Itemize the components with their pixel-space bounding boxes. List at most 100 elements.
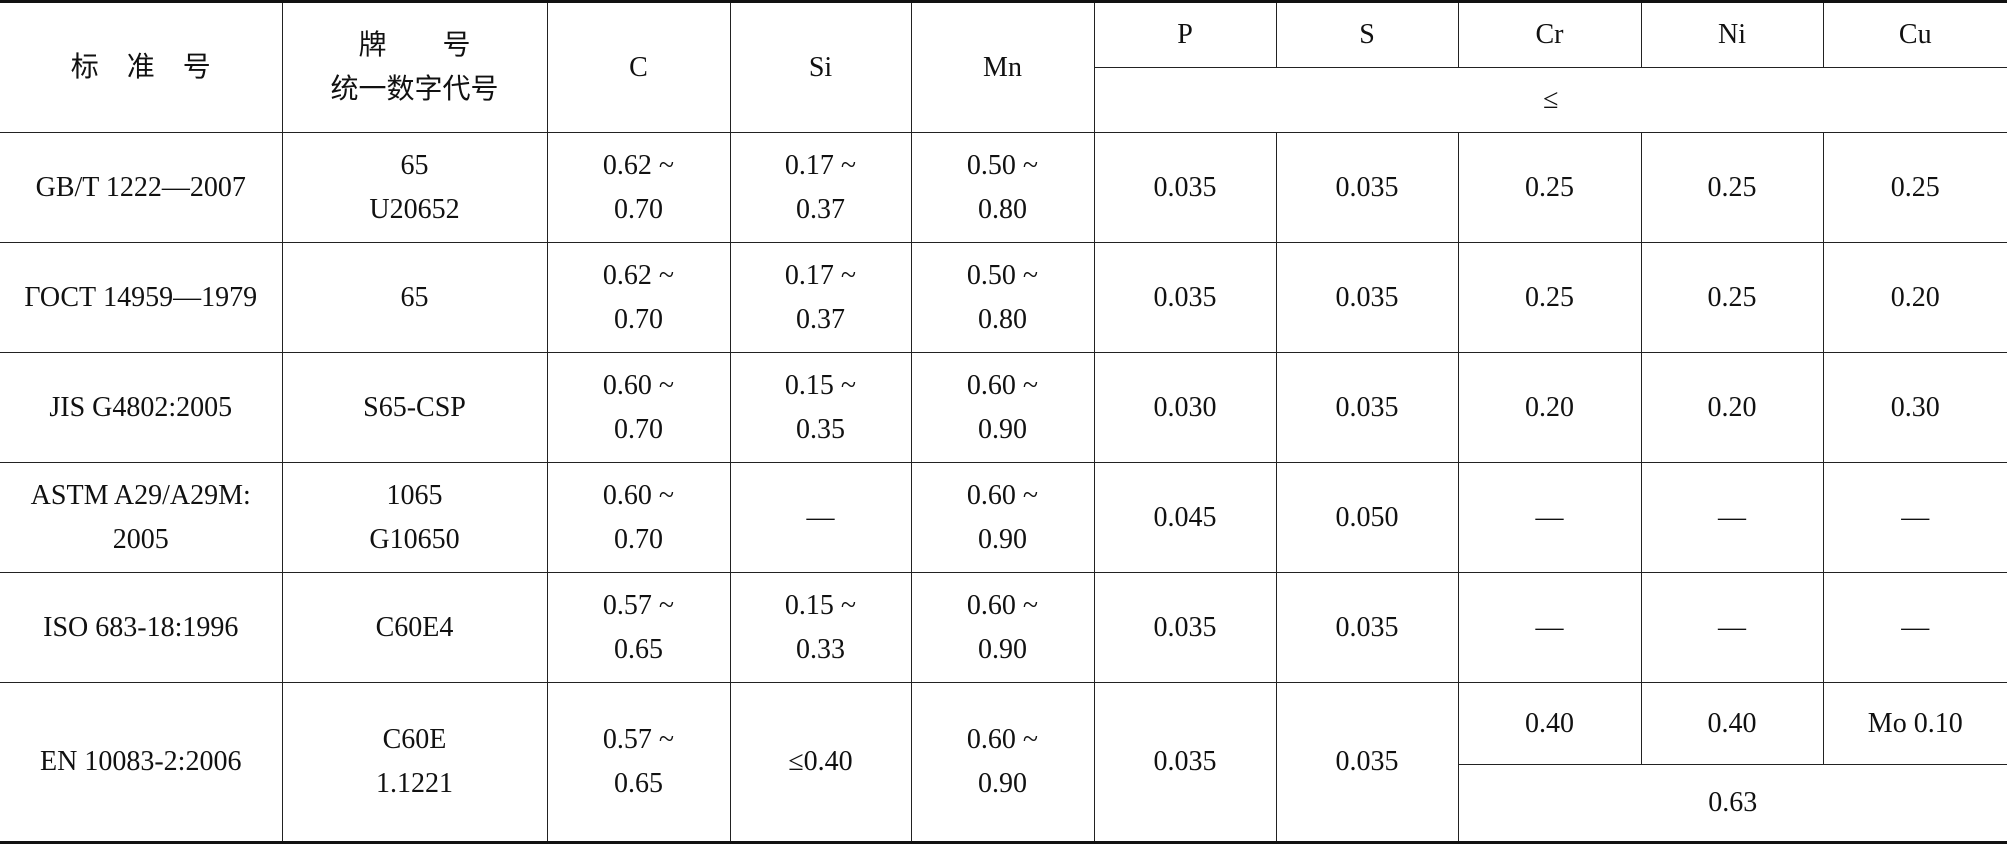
cell-line: 0.60 ~ [966, 589, 1039, 621]
value-cell: 0.60 ~ 0.90 [910, 572, 1095, 683]
cell-line: 0.030 [1153, 391, 1217, 423]
cell-line: 0.045 [1153, 501, 1217, 533]
cell-line: 0.035 [1335, 171, 1399, 203]
cell-line: 0.70 [614, 523, 663, 555]
cell-line: ≤0.40 [788, 746, 853, 777]
cell-line: GB/T 1222—2007 [35, 171, 246, 203]
value-cell: 0.035 [1275, 682, 1459, 843]
cell-line: 65 [400, 149, 429, 181]
cell-line: C60E4 [375, 611, 454, 643]
cell-line: EN 10083-2:2006 [40, 746, 242, 777]
cell-line: 0.035 [1153, 281, 1217, 313]
standard-cell: EN 10083-2:2006 [0, 682, 283, 843]
header-cell: P [1093, 1, 1277, 68]
value-cell: 0.035 [1275, 572, 1459, 683]
cell-line: ГОСТ 14959—1979 [24, 281, 258, 313]
cell-line: 0.25 [1890, 171, 1940, 203]
standard-cell: ASTM A29/A29M: 2005 [0, 462, 283, 573]
cell-line: 0.15 ~ [784, 369, 857, 401]
cell-line: 0.62 ~ [602, 149, 675, 181]
cell-line: 0.035 [1335, 611, 1399, 643]
cell-line: U20652 [369, 193, 460, 225]
cell-line: 0.20 [1890, 281, 1940, 313]
grade-cell: S65-CSP [281, 352, 548, 463]
header-cell: Cr [1457, 1, 1642, 68]
cell-line: — [1535, 501, 1564, 533]
cell-line: 牌 号 [358, 29, 471, 61]
value-cell: 0.50 ~ 0.80 [910, 242, 1095, 353]
value-cell: 0.035 [1093, 132, 1277, 243]
header-cell: ≤ [1094, 67, 2007, 133]
cell-line: 0.17 ~ [784, 149, 857, 181]
cell-line: 0.57 ~ [602, 589, 675, 621]
value-cell: Mo 0.10 [1822, 682, 2007, 765]
value-cell: 0.15 ~ 0.35 [729, 352, 912, 463]
cell-line: 65 [400, 281, 429, 313]
cell-line: 0.60 ~ [602, 479, 675, 511]
value-cell: 0.045 [1093, 462, 1277, 573]
cell-line: 0.035 [1153, 171, 1217, 203]
header-cell: Si [729, 1, 912, 133]
value-cell: 0.60 ~ 0.90 [910, 352, 1095, 463]
cell-line: 0.65 [614, 633, 663, 665]
cell-line: 0.35 [796, 413, 845, 445]
cell-line: 0.70 [614, 193, 663, 225]
value-cell: 0.25 [1457, 242, 1642, 353]
cell-line: ISO 683-18:1996 [43, 611, 239, 643]
cell-line: 0.035 [1335, 281, 1399, 313]
cell-line: 0.33 [796, 633, 845, 665]
data-row: GB/T 1222—2007 65 U20652 0.62 ~0.70 0.17 ~0.… [0, 132, 2007, 243]
value-cell: — [729, 462, 912, 573]
header-cell: Cu [1822, 1, 2007, 68]
cell-line: 0.65 [614, 768, 663, 799]
value-cell: 0.035 [1275, 132, 1459, 243]
value-cell: 0.20 [1640, 352, 1824, 463]
cell-line: 0.20 [1707, 391, 1757, 423]
cell-line: 0.62 ~ [602, 259, 675, 291]
grade-cell: C60E4 [281, 572, 548, 683]
header-row: ≤ [0, 67, 2007, 133]
value-cell: ≤0.40 [729, 682, 912, 843]
cell-line: 0.57 ~ [602, 724, 675, 755]
cell-line: 0.20 [1525, 391, 1574, 423]
value-cell: 0.17 ~ 0.37 [729, 132, 912, 243]
value-cell: 0.57 ~ 0.65 [546, 572, 731, 683]
value-cell: 0.40 [1640, 682, 1824, 765]
header-cell: 牌 号统一数字代号 [281, 1, 548, 133]
value-cell: 0.63 [1458, 764, 2007, 843]
cell-line: 0.37 [796, 193, 845, 225]
cell-line: 0.035 [1153, 746, 1217, 777]
cell-line: 0.90 [978, 633, 1027, 665]
data-row: JIS G4802:2005 S65-CSP 0.60 ~ 0.70 0.15 ~ 0.3… [0, 352, 2007, 463]
grade-cell: 1065 G10650 [281, 462, 548, 573]
header-cell: Mn [910, 1, 1095, 133]
cell-line: 0.050 [1335, 501, 1399, 533]
cell-line: — [1901, 501, 1930, 533]
standard-cell: GB/T 1222—2007 [0, 132, 283, 243]
value-cell: 0.57 ~ 0.65 [546, 682, 731, 843]
cell-line: 0.15 ~ [784, 589, 857, 621]
cell-line: 0.50 ~ [966, 149, 1039, 181]
cell-line: — [1535, 611, 1564, 643]
cell-line: 0.60 ~ [602, 369, 675, 401]
value-cell: 0.60 ~ 0.70 [546, 352, 731, 463]
cell-line: — [1901, 611, 1930, 643]
header-cell: Ni [1640, 1, 1824, 68]
cell-line: 统一数字代号 [330, 73, 499, 105]
cell-line: 0.25 [1525, 171, 1574, 203]
cell-line: 0.50 ~ [966, 259, 1039, 291]
data-row: EN 10083-2:2006 C60E 1.1221 0.57 ~ 0.65 ≤0.40… [0, 682, 2007, 843]
standard-cell: JIS G4802:2005 [0, 352, 283, 463]
cell-line: 0.60 ~ [966, 369, 1039, 401]
cell-line: 0.40 [1525, 707, 1574, 739]
cell-line: 0.17 ~ [784, 259, 857, 291]
cell-line: 0.40 [1707, 707, 1757, 739]
value-cell: — [1822, 462, 2007, 573]
cell-line: 0.80 [978, 193, 1027, 225]
cell-line: 0.70 [614, 413, 663, 445]
value-cell: 0.035 [1093, 242, 1277, 353]
cell-line: 0.37 [796, 303, 845, 335]
data-row: ASTM A29/A29M: 2005 1065 G10650 0.60 ~ 0.70 — 0… [0, 462, 2007, 573]
value-cell: 0.035 [1093, 572, 1277, 683]
